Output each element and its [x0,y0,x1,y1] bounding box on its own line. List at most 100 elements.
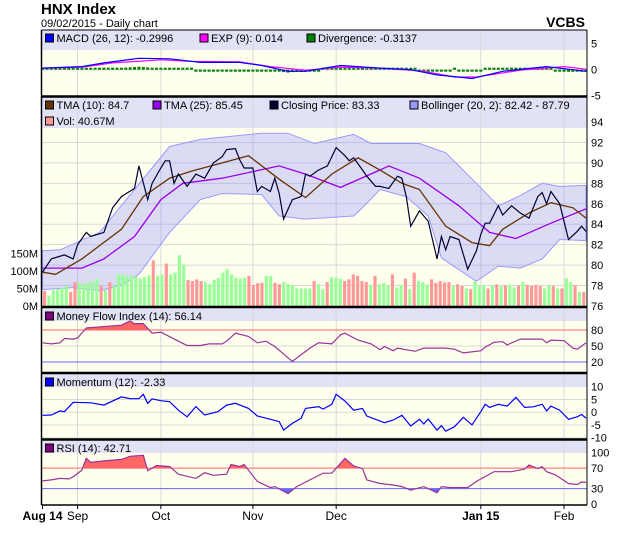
volume-bar [438,281,442,306]
divergence-bar [146,67,150,70]
divergence-bar [198,69,202,72]
divergence-bar [168,67,172,70]
divergence-bar [496,67,500,70]
y-tick-label: 0 [591,407,597,419]
volume-bar [186,280,190,306]
divergence-bar [119,67,123,70]
divergence-bar [334,67,338,70]
y-tick-label: 50 [591,341,603,353]
volume-tick-label: 0M [23,301,38,313]
momentum-legend-band [41,374,587,387]
volume-bar [560,288,564,306]
brand-label: VCBS [546,14,585,30]
divergence-bar [220,69,224,72]
x-tick-label: Jan 15 [462,509,500,523]
divergence-bar [49,67,53,70]
divergence-bar [312,69,316,72]
divergence-bar [41,67,44,70]
volume-bar [525,284,529,306]
divergence-bar [448,69,452,72]
divergence-bar [365,67,369,70]
volume-bar [347,279,351,306]
y-tick-label: 10 [591,382,603,394]
volume-bar [234,277,238,306]
volume-bar [512,287,516,306]
volume-bar [169,274,173,306]
divergence-bar [488,67,492,70]
x-tick-label: Dec [325,509,346,523]
volume-bar [221,272,225,306]
legend-label: RSI (14): 42.71 [57,443,132,455]
volume-bar [99,285,103,306]
volume-bar [86,282,90,306]
tma25-line [42,165,587,269]
volume-bar [116,274,121,306]
divergence-bar [150,67,154,70]
volume-bar [434,282,438,306]
divergence-bar [216,69,220,72]
legend-swatch [45,100,54,110]
divergence-bar [229,69,233,72]
price-legend-band [41,97,587,128]
volume-bar [195,279,199,306]
divergence-bar [295,69,299,72]
overbought-fill [42,320,586,330]
legend-label: TMA (10): 84.7 [57,100,130,112]
divergence-bar [343,67,347,70]
volume-bar [482,284,486,306]
divergence-bar [444,69,448,72]
volume-bar [343,281,347,306]
volume-bar [64,285,68,306]
y-tick-label: 20 [591,357,603,369]
legend-swatch [199,33,209,43]
volume-bar [356,275,360,306]
divergence-bar [102,67,106,70]
divergence-bar [211,69,215,72]
volume-bar [377,284,381,306]
divergence-bar [461,69,465,72]
y-tick-label: 84 [591,219,603,231]
legend-swatch [269,100,279,110]
volume-bar [582,291,586,306]
macd-panel: MACD (26, 12): -0.2996 EXP (9): 0.014 Dive… [41,30,601,103]
volume-bar [538,285,542,306]
divergence-bar [80,67,84,70]
volume-bar [373,275,377,306]
macd-line [42,57,587,80]
volume-bar [486,288,490,306]
rsi-legend-band [41,440,587,453]
chart-subtitle: 09/02/2015 - Daily chart [41,18,158,30]
volume-bar [569,282,573,306]
divergence-bar [339,67,343,70]
divergence-bar [93,67,97,70]
volume-bar [312,281,316,306]
divergence-bar [273,69,277,72]
volume-bar [90,281,94,306]
legend-swatch [306,33,316,43]
volume-bar [103,289,108,306]
y-tick-label: 0 [591,499,597,511]
divergence-bar [115,67,119,70]
volume-bar [69,291,73,306]
volume-bar [151,260,155,306]
volume-bar [364,282,368,306]
volume-bar [95,278,99,306]
volume-bar [329,277,334,306]
y-tick-label: -5 [591,91,601,103]
x-tick-label: Feb [554,509,575,523]
volume-bar [225,269,229,306]
divergence-bar [194,69,198,72]
volume-bar [490,285,494,306]
y-tick-label: -5 [591,420,601,432]
volume-bar [425,284,429,306]
volume-bar [290,284,294,306]
divergence-bar [553,69,557,72]
legend-swatch [45,33,54,43]
x-tick-label: Aug 14 [22,509,62,523]
volume-bar [147,275,151,306]
volume-bar [316,284,321,306]
divergence-bar [518,67,522,70]
volume-bar [456,284,460,306]
y-tick-label: 5 [591,394,597,406]
divergence-bar [62,67,66,70]
